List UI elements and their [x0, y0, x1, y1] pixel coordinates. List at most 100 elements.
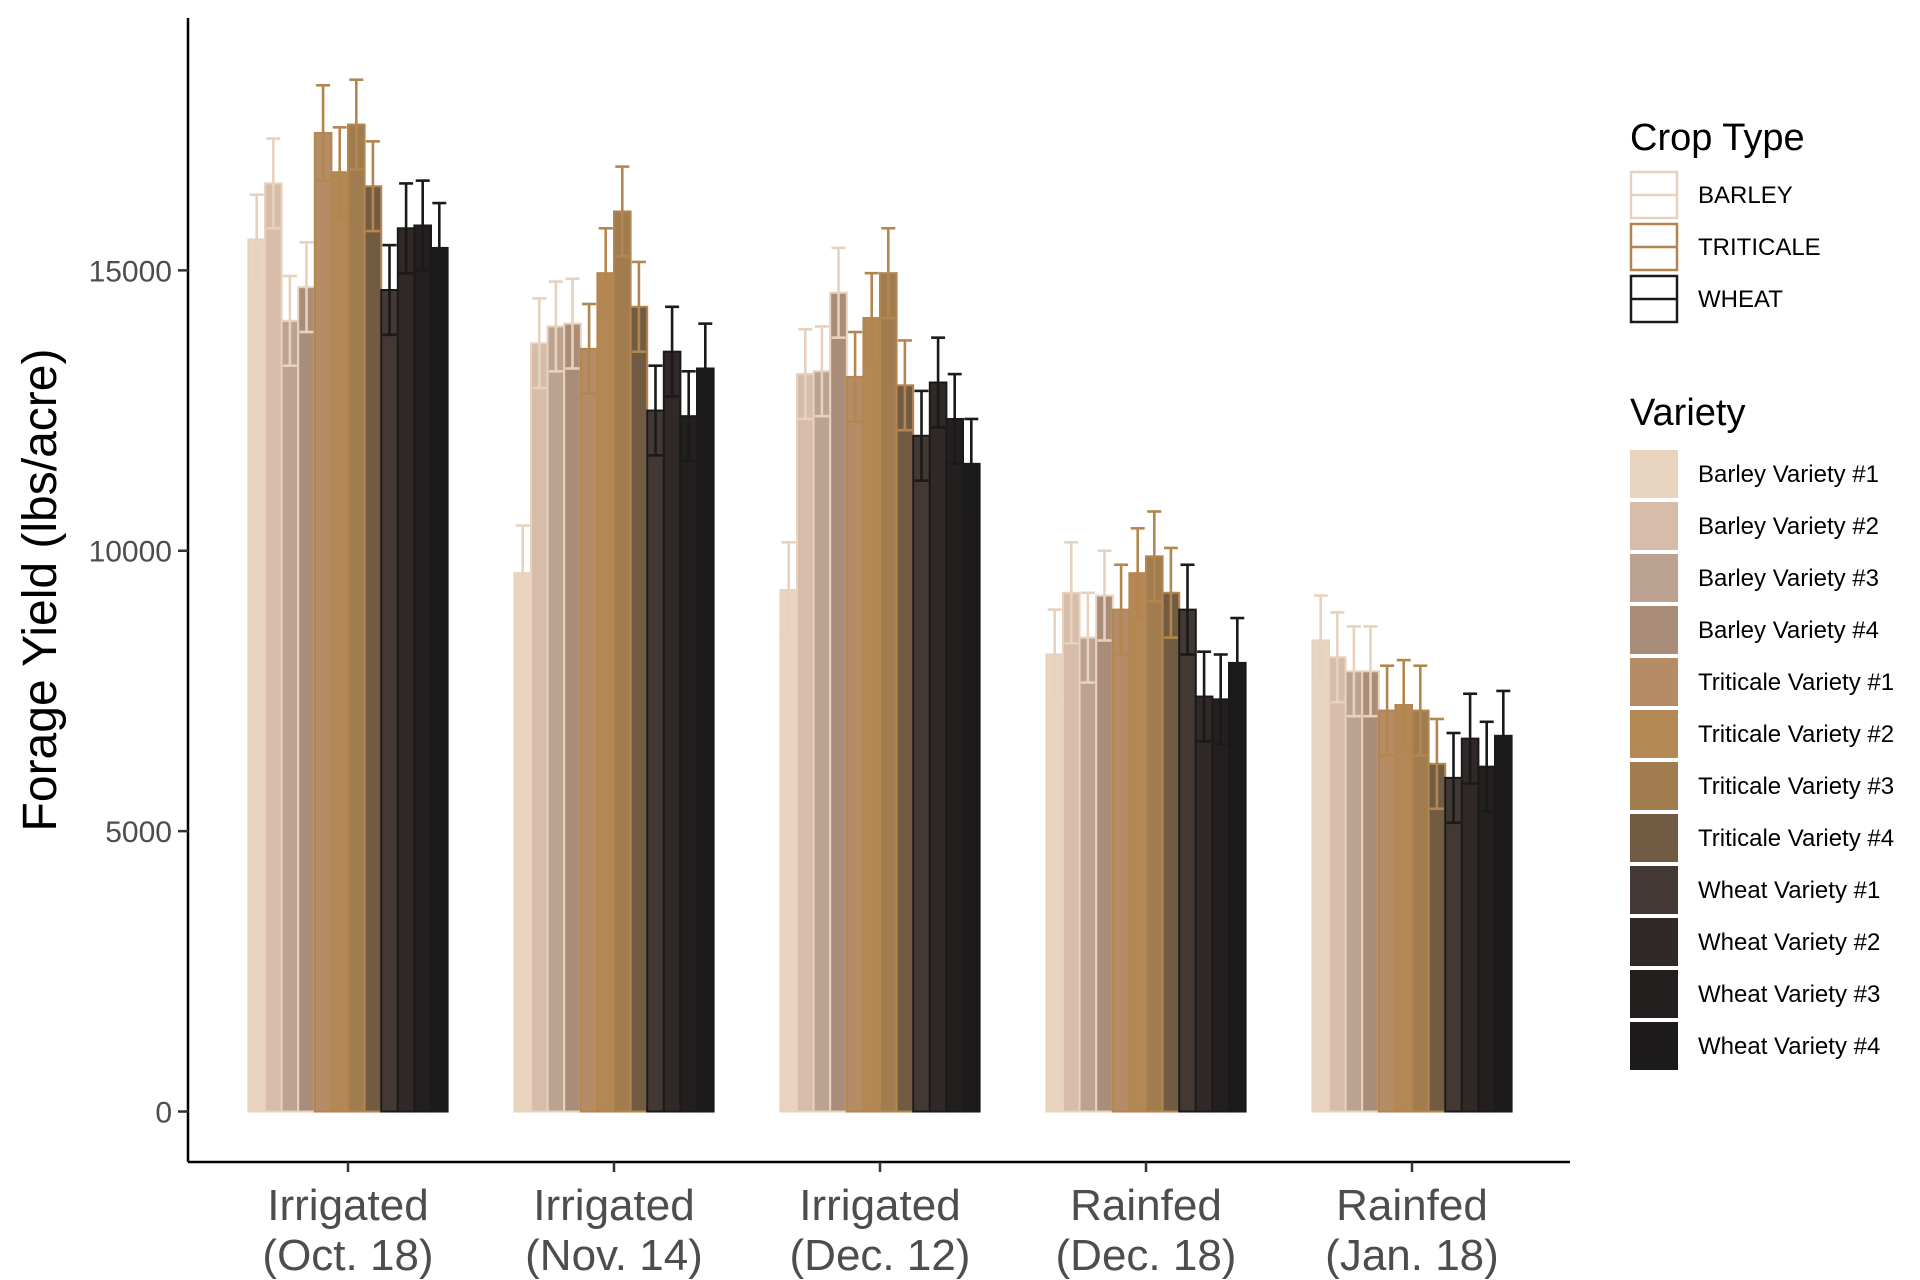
bar [1394, 703, 1414, 1113]
legend-label-variety: Triticale Variety #2 [1698, 721, 1894, 748]
bar [1145, 555, 1164, 1113]
x-tick-label-line: (Oct. 18) [262, 1231, 433, 1280]
error-bar [698, 322, 713, 415]
bar [330, 171, 349, 1113]
legend-swatch [1630, 918, 1678, 966]
legend-key-triticale [1629, 222, 1679, 272]
error-bar [1463, 692, 1478, 785]
legend-swatch [1630, 450, 1678, 498]
legend-label-variety: Wheat Variety #4 [1698, 1033, 1880, 1060]
legend-label-variety: Barley Variety #2 [1698, 513, 1879, 540]
x-tick-label-line: Irrigated [533, 1181, 694, 1230]
bar [1062, 591, 1081, 1113]
bar [1311, 639, 1331, 1113]
error-bar [648, 364, 663, 457]
bar [1194, 695, 1214, 1113]
error-bar [1230, 616, 1245, 710]
bar [1211, 698, 1231, 1113]
error-bar [1363, 625, 1378, 718]
bar [1477, 765, 1497, 1113]
bar [962, 462, 981, 1113]
bar [396, 227, 416, 1113]
legend-label-variety: Triticale Variety #1 [1698, 669, 1894, 696]
error-bar [681, 369, 696, 463]
error-bar [914, 389, 929, 482]
legend-swatch [1630, 970, 1678, 1018]
x-tick-label: Rainfed (Jan. 18) [1325, 1181, 1499, 1280]
bar [1178, 608, 1197, 1113]
x-tick-label-line: (Nov. 14) [525, 1231, 703, 1280]
bar [546, 325, 566, 1113]
legend-label-variety: Triticale Variety #3 [1698, 773, 1894, 800]
error-bar [1097, 549, 1112, 642]
error-bar [365, 140, 380, 233]
bar [945, 417, 965, 1113]
legend-label-variety: Wheat Variety #1 [1698, 877, 1880, 904]
error-bar [1396, 658, 1411, 752]
legend-label-variety: Barley Variety #1 [1698, 461, 1879, 488]
y-tick-label: 15000 [89, 255, 172, 288]
legend-swatch [1630, 710, 1678, 758]
error-bar [1180, 563, 1195, 656]
legend-swatch [1630, 1022, 1678, 1070]
error-bar [1163, 546, 1178, 639]
y-tick-label: 10000 [89, 536, 172, 569]
error-bar [665, 305, 680, 398]
legend-layer: Crop Type BARLEY TRITICALE WHEAT Variety Barl… [1629, 117, 1894, 1070]
error-bar [1330, 611, 1345, 704]
bar [812, 370, 832, 1113]
error-bar [316, 83, 331, 182]
bar [679, 415, 699, 1113]
bar [380, 288, 399, 1113]
error-bar [1346, 625, 1361, 718]
bar [579, 347, 599, 1113]
bar [313, 131, 333, 1113]
error-bar [1429, 717, 1444, 811]
bar [696, 367, 715, 1113]
legend-key-barley [1629, 170, 1679, 220]
error-bar [515, 524, 530, 623]
bar [1128, 572, 1148, 1113]
bar [1377, 709, 1397, 1113]
bar [264, 182, 283, 1113]
bar [1344, 670, 1364, 1113]
x-tick-label-line: Rainfed [1336, 1181, 1488, 1230]
error-bar [848, 330, 863, 424]
x-tick-label: Rainfed (Dec. 18) [1056, 1181, 1237, 1280]
error-bar [1479, 720, 1494, 813]
error-bar [1380, 664, 1395, 757]
legend-swatch [1630, 658, 1678, 706]
error-bar [1147, 510, 1162, 603]
bar [297, 286, 316, 1113]
bar [1494, 734, 1513, 1113]
bar [430, 246, 449, 1113]
error-bar [1446, 731, 1461, 825]
bar [1078, 636, 1098, 1113]
x-tick-label: Irrigated (Nov. 14) [525, 1181, 703, 1280]
bar [1328, 656, 1347, 1113]
error-bar [1080, 591, 1095, 684]
bar [646, 409, 665, 1113]
bar [1111, 608, 1131, 1113]
x-tick-label: Irrigated (Oct. 18) [262, 1181, 433, 1280]
bar [629, 305, 649, 1113]
bar [1444, 776, 1463, 1113]
error-bar [266, 137, 281, 230]
legend-label-variety: Triticale Variety #4 [1698, 825, 1894, 852]
error-bar [631, 260, 646, 353]
legend-swatch [1630, 814, 1678, 862]
bar [796, 373, 815, 1113]
error-bar [1130, 527, 1145, 620]
legend-title-variety: Variety [1630, 392, 1745, 434]
bar [596, 272, 616, 1113]
error-bar [1313, 594, 1328, 687]
error-bar [615, 165, 630, 258]
error-bar [1197, 650, 1212, 743]
error-bar [382, 243, 397, 337]
bar [928, 381, 948, 1113]
error-bar [864, 271, 879, 365]
legend-title-crop-type: Crop Type [1630, 117, 1805, 159]
legend-swatch [1630, 866, 1678, 914]
error-bar [1064, 541, 1079, 645]
